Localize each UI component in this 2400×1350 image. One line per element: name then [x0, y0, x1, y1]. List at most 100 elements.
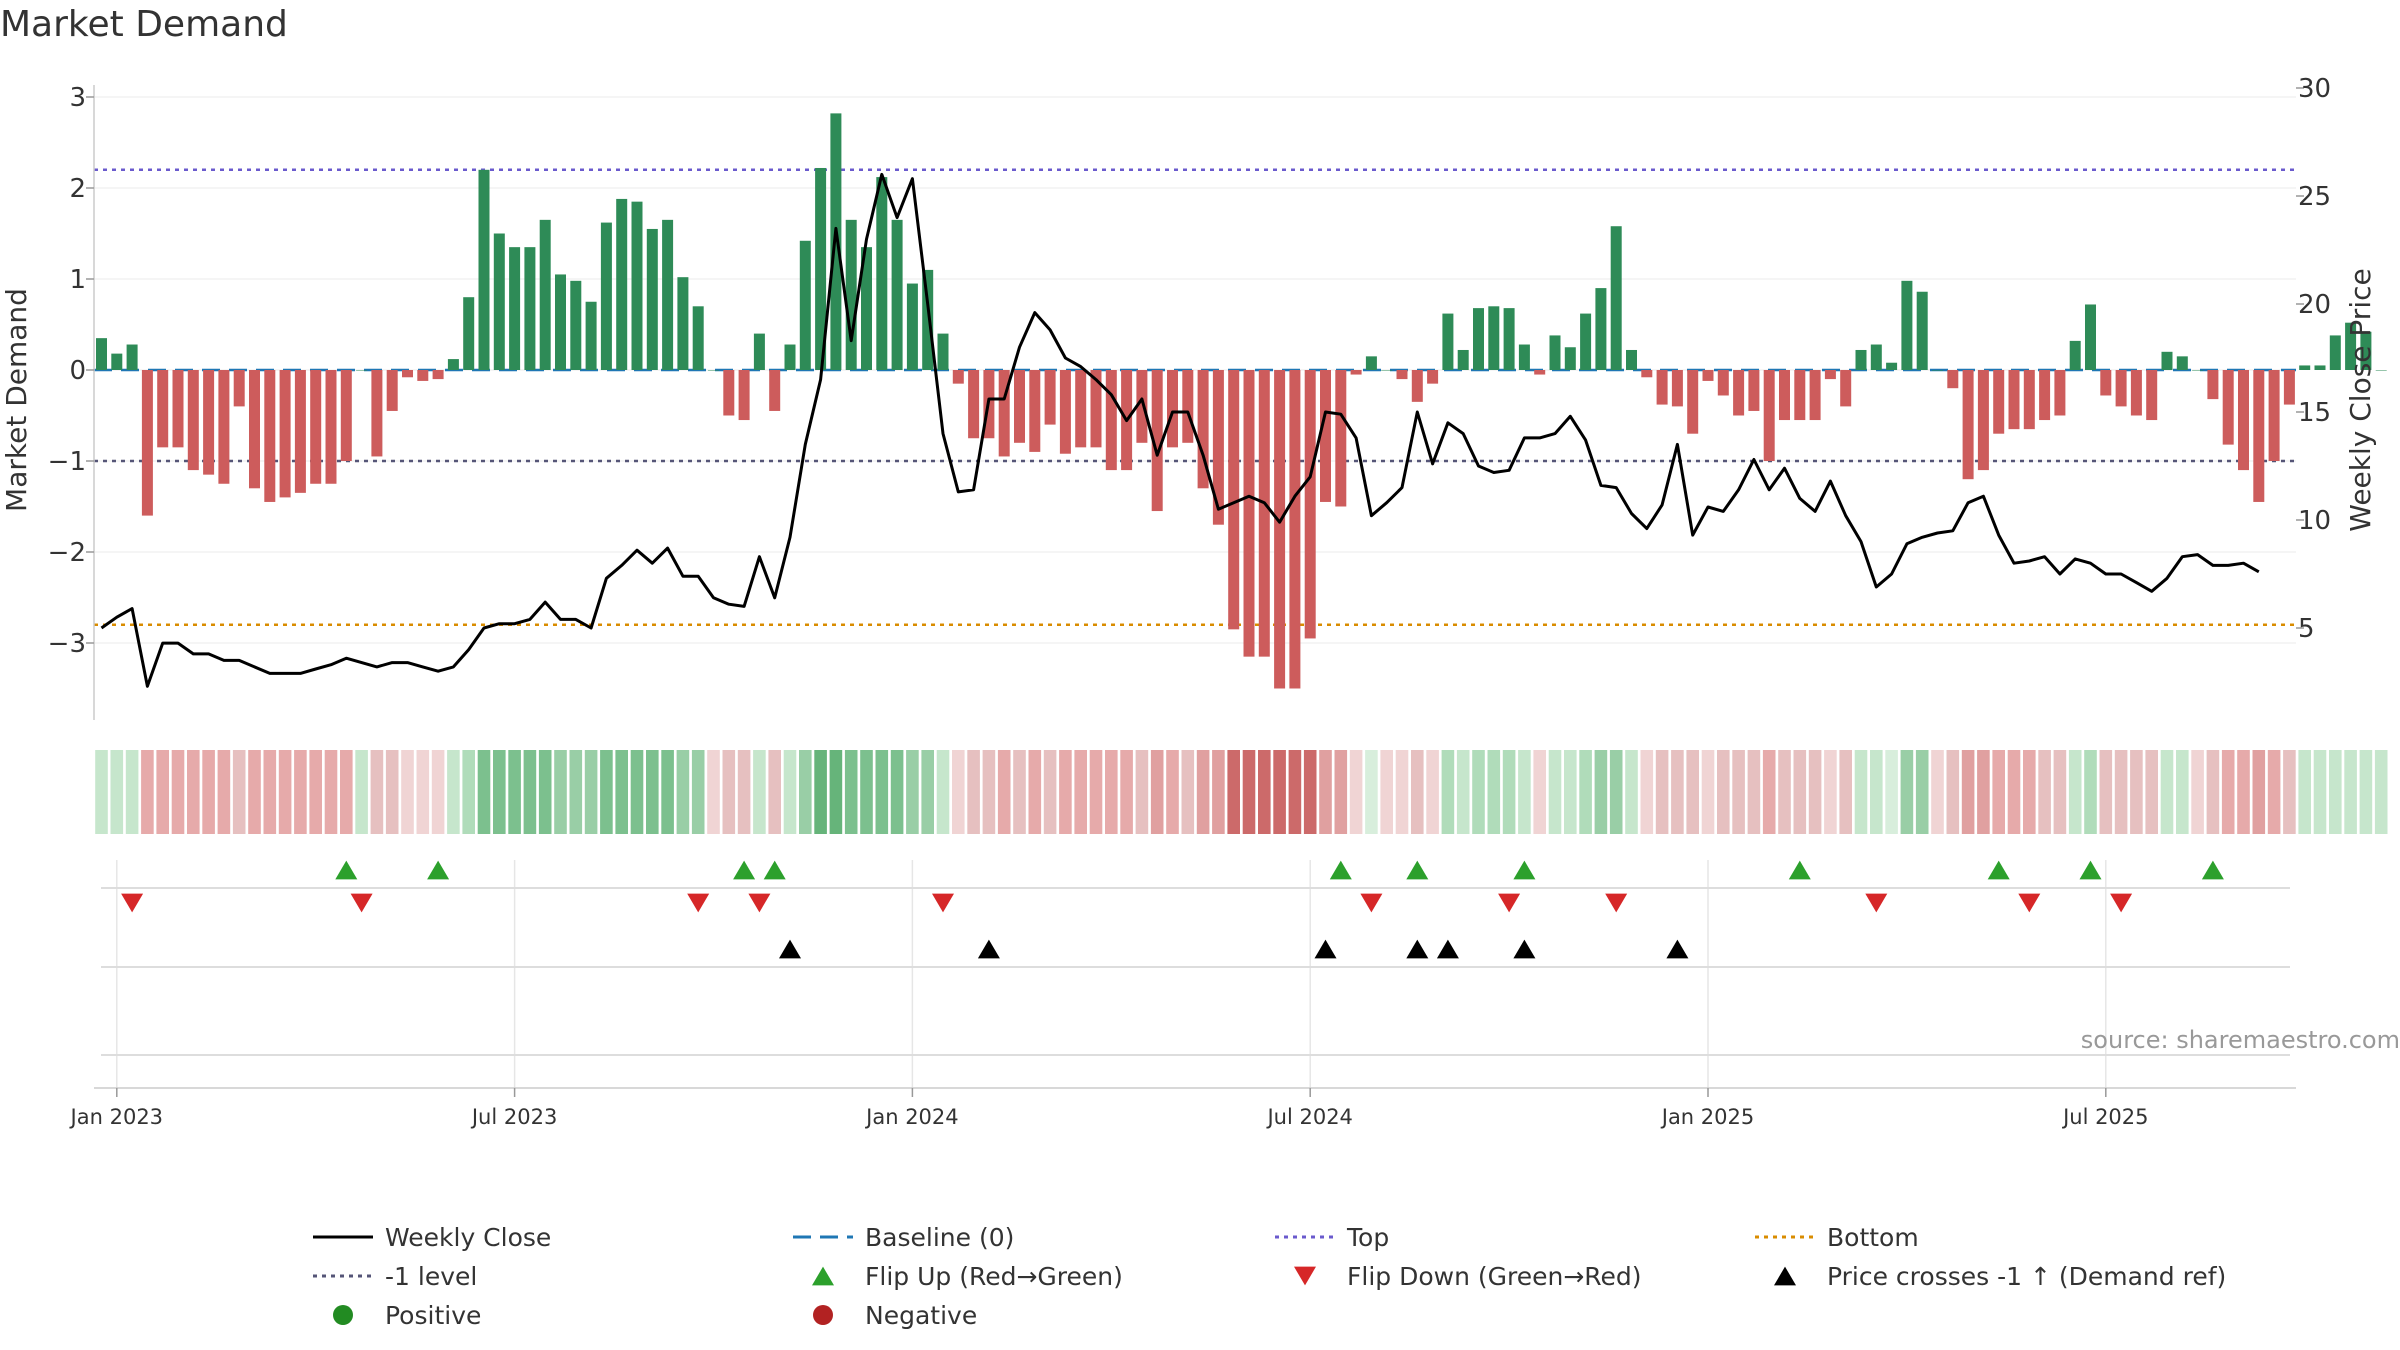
demand-bar: [417, 370, 429, 381]
strip-cell: [1181, 750, 1195, 834]
demand-bar: [1932, 370, 1943, 371]
demand-bar: [2054, 370, 2066, 416]
y-axis-label: Market Demand: [0, 288, 33, 512]
weekly-close-line: [100, 172, 2260, 688]
strip-cell: [1533, 750, 1546, 834]
demand-bar: [141, 370, 153, 516]
strip-cell: [1548, 750, 1562, 834]
strip-cell: [1227, 750, 1240, 834]
strip-cell: [340, 750, 353, 834]
strip-cell: [1808, 750, 1822, 834]
demand-bar: [1855, 349, 1867, 370]
demand-bar: [1671, 370, 1683, 407]
strip-cell: [202, 750, 215, 834]
strip-cell: [1273, 750, 1286, 834]
demand-bar: [279, 370, 291, 498]
demand-bar: [1105, 370, 1117, 471]
y2-tick-label: 15: [2298, 398, 2331, 428]
strip-cell: [1135, 750, 1149, 834]
flip-up-marker: [2079, 860, 2102, 880]
demand-bar: [2146, 370, 2158, 421]
strip-cell: [263, 750, 277, 834]
reference-lines: [94, 168, 2296, 627]
strip-cell: [1089, 750, 1103, 834]
cross-up-marker: [1513, 939, 1536, 959]
strip-cell: [2191, 750, 2204, 834]
strip-cell: [141, 750, 154, 834]
strip-cell: [2145, 750, 2158, 834]
strip-cell: [324, 750, 338, 834]
strip-cell: [2329, 750, 2342, 834]
strip-cell: [493, 750, 506, 834]
demand-bar: [1610, 226, 1622, 370]
demand-bar: [126, 344, 138, 370]
demand-bar: [784, 344, 796, 370]
demand-bar: [1289, 370, 1301, 689]
strip-cell: [1625, 750, 1638, 834]
flip-down-marker: [748, 893, 771, 913]
demand-bar: [1014, 370, 1025, 443]
strip-cell: [2237, 750, 2250, 834]
demand-bar: [1916, 291, 1928, 370]
demand-bar: [1197, 370, 1209, 489]
cross-up-marker: [1666, 939, 1689, 959]
strip-cell: [1105, 750, 1118, 834]
demand-bars: [96, 113, 2387, 689]
strip-cell: [1028, 750, 1042, 834]
flip-up-marker: [763, 860, 786, 880]
strip-cell: [1686, 750, 1699, 834]
demand-bar: [1962, 370, 1974, 480]
legend-item: Flip Up (Red→Green): [812, 1262, 1123, 1291]
strip-cell: [1334, 750, 1348, 834]
strip-cell: [2068, 750, 2082, 834]
demand-bar: [463, 297, 475, 370]
demand-bar: [2039, 370, 2051, 421]
strip-cell: [355, 750, 368, 834]
legend-label: Flip Up (Red→Green): [865, 1262, 1123, 1291]
demand-bar: [1717, 370, 1729, 396]
demand-bar: [172, 370, 184, 448]
demand-bar: [2253, 370, 2265, 502]
demand-bar: [233, 370, 245, 407]
strip-cell: [1303, 750, 1317, 834]
strip-cell: [1212, 750, 1225, 834]
flip-up-marker: [1987, 860, 2010, 880]
y-tick-label: −1: [48, 447, 86, 477]
demand-bar: [2329, 335, 2341, 370]
demand-bar: [1595, 288, 1607, 370]
strip-cell: [431, 750, 445, 834]
strip-cell: [1380, 750, 1393, 834]
strip-cell: [2084, 750, 2097, 834]
demand-bar: [157, 370, 169, 448]
strip-cell: [2359, 750, 2373, 834]
legend-item: Baseline (0): [793, 1223, 1014, 1252]
strip-cell: [982, 750, 996, 834]
strip-cell: [676, 750, 690, 834]
strip-cell: [1564, 750, 1577, 834]
demand-bar: [524, 247, 536, 370]
x-tick-label: Jul 2025: [2061, 1105, 2148, 1129]
demand-bar: [769, 370, 781, 411]
demand-bar: [325, 370, 337, 484]
strip-cell: [1900, 750, 1914, 834]
strip-cell: [1411, 750, 1424, 834]
y-tick-label: 0: [69, 356, 86, 386]
demand-bar: [937, 333, 949, 370]
demand-bar: [1381, 370, 1393, 371]
flip-up-marker: [1406, 860, 1429, 880]
demand-bar: [432, 370, 444, 380]
x-tick-label: Jan 2024: [864, 1105, 959, 1129]
y2-tick-label: 5: [2298, 614, 2315, 644]
strip-cell: [936, 750, 950, 834]
source-label: source: sharemaestro.com: [2081, 1026, 2400, 1054]
demand-bar: [891, 219, 903, 370]
strip-cell: [967, 750, 980, 834]
strip-cell: [508, 750, 521, 834]
flip-down-marker: [1498, 893, 1521, 913]
strip-cell: [2267, 750, 2281, 834]
strip-cell: [110, 750, 124, 834]
legend-label: Negative: [865, 1301, 977, 1330]
strip-cell: [1915, 750, 1929, 834]
strip-cell: [814, 750, 827, 834]
legend-item: Price crosses -1 ↑ (Demand ref): [1774, 1262, 2226, 1291]
